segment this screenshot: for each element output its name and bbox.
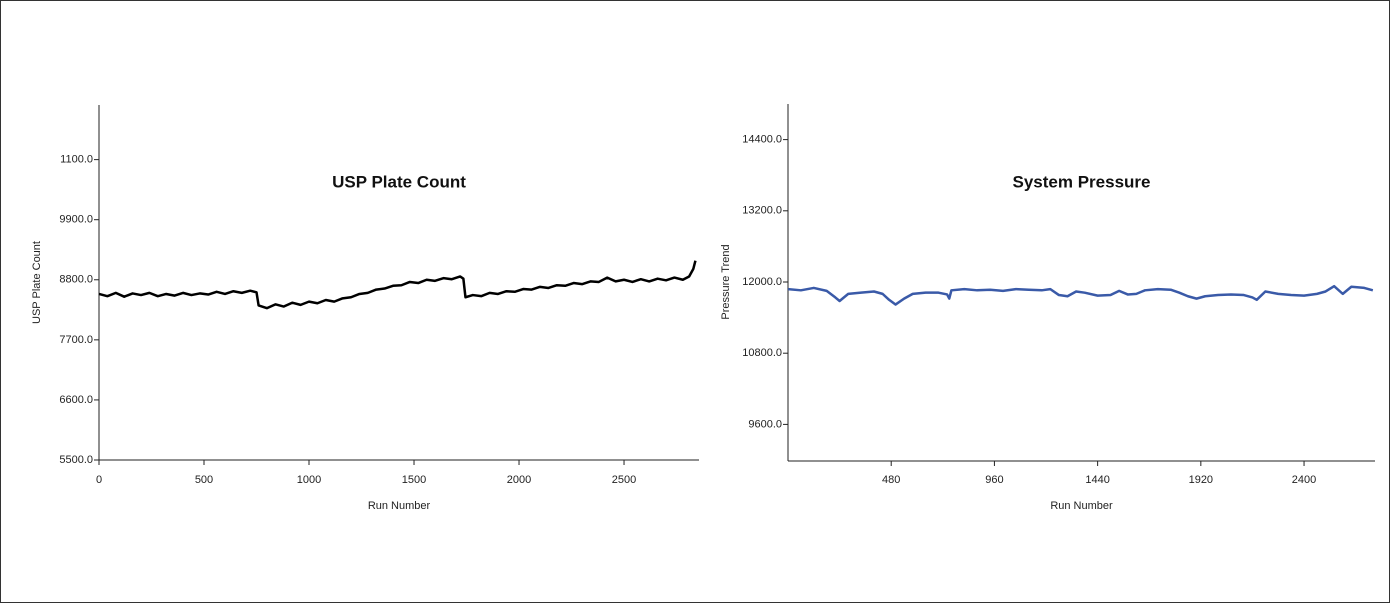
- x-tick-label: 2000: [507, 474, 531, 486]
- x-tick-label: 2400: [1292, 474, 1316, 486]
- y-tick-label: 13200.0: [742, 205, 782, 217]
- x-tick-label: 960: [985, 474, 1003, 486]
- y-tick-label: 5500.0: [59, 454, 93, 466]
- x-tick-label: 500: [195, 474, 213, 486]
- x-tick-label: 1000: [297, 474, 321, 486]
- x-tick-label: 1440: [1085, 474, 1109, 486]
- series-line: [787, 284, 1374, 306]
- y-axis-label: USP Plate Count: [31, 241, 43, 324]
- y-tick-label: 6600.0: [59, 394, 93, 406]
- x-tick-label: 480: [882, 474, 900, 486]
- chart-title: USP Plate Count: [332, 172, 466, 191]
- series-line: [98, 260, 697, 310]
- x-tick-label: 1500: [402, 474, 426, 486]
- chart-title: System Pressure: [1013, 172, 1151, 191]
- y-tick-label: 7700.0: [59, 334, 93, 346]
- y-tick-label: 10800.0: [742, 347, 782, 359]
- x-tick-label: 0: [96, 474, 102, 486]
- x-axis-label: Run Number: [1050, 500, 1113, 512]
- x-axis-label: Run Number: [368, 500, 431, 512]
- y-tick-label: 12000.0: [742, 276, 782, 288]
- y-tick-label: 14400.0: [742, 134, 782, 146]
- y-tick-label: 1100.0: [60, 154, 93, 166]
- y-tick-label: 8800.0: [59, 274, 93, 286]
- x-tick-label: 2500: [612, 474, 636, 486]
- y-tick-label: 9900.0: [59, 214, 93, 226]
- y-tick-label: 9600.0: [748, 418, 782, 430]
- y-axis-label: Pressure Trend: [720, 244, 732, 319]
- x-tick-label: 1920: [1189, 474, 1213, 486]
